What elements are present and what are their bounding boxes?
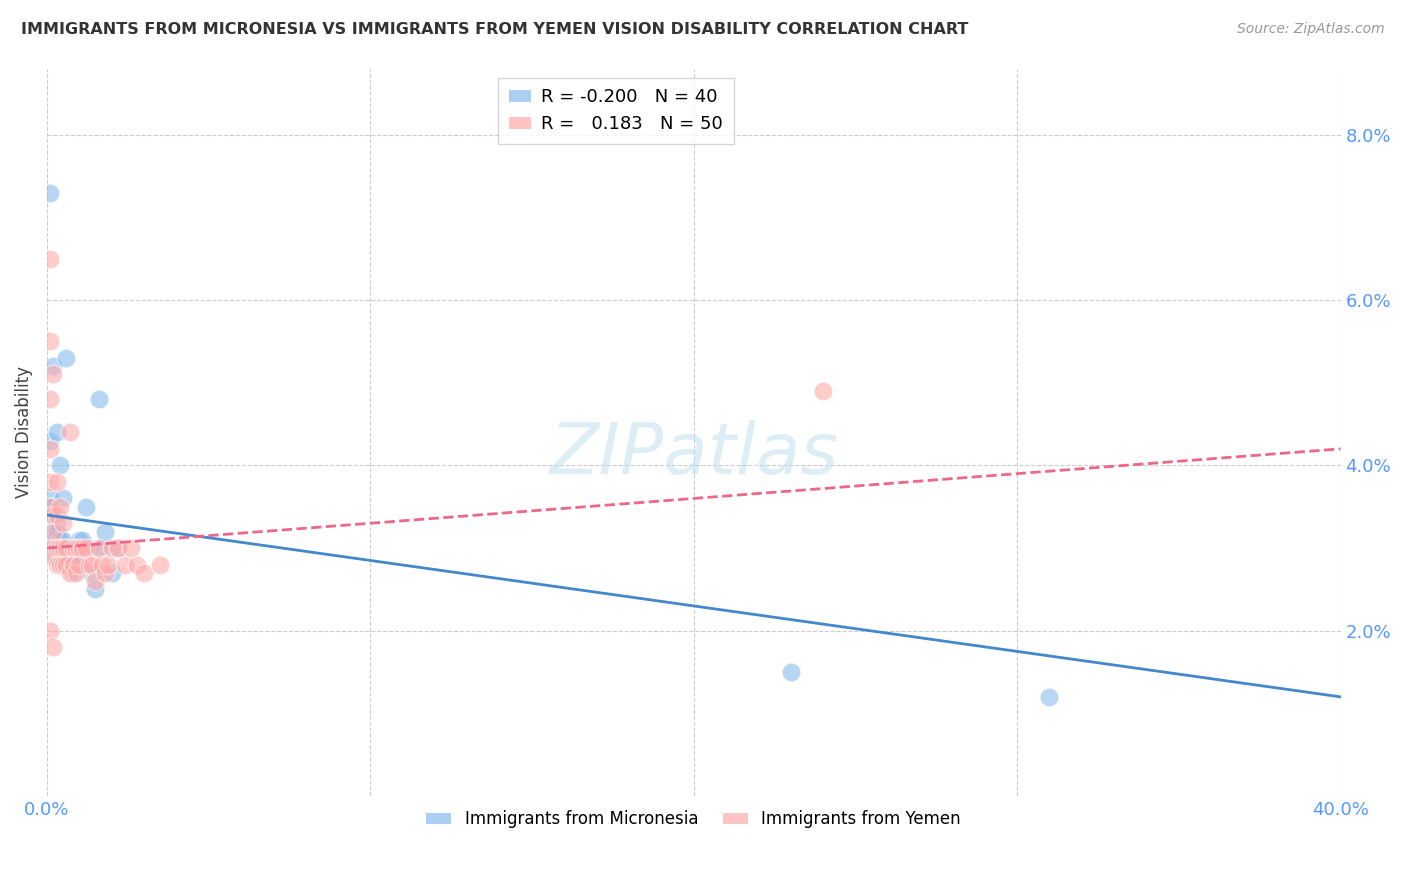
- Point: [45, 541, 67, 555]
- Legend: Immigrants from Micronesia, Immigrants from Yemen: Immigrants from Micronesia, Immigrants f…: [419, 804, 967, 835]
- Text: Source: ZipAtlas.com: Source: ZipAtlas.com: [1237, 22, 1385, 37]
- Point: [49, 541, 72, 555]
- Point: [42, 640, 65, 655]
- Point: [114, 558, 136, 572]
- Point: [42, 359, 65, 373]
- Point: [45, 475, 67, 489]
- Y-axis label: Vision Disability: Vision Disability: [15, 367, 32, 499]
- Point: [39, 186, 62, 200]
- Point: [67, 558, 90, 572]
- Point: [39, 334, 62, 349]
- Point: [42, 508, 65, 522]
- Point: [779, 665, 801, 679]
- Point: [94, 566, 117, 580]
- Point: [49, 533, 72, 547]
- Point: [67, 533, 90, 547]
- Point: [62, 558, 84, 572]
- Point: [52, 558, 75, 572]
- Point: [42, 368, 65, 382]
- Point: [84, 574, 107, 588]
- Point: [62, 549, 84, 564]
- Point: [72, 541, 94, 555]
- Point: [72, 533, 94, 547]
- Point: [42, 541, 65, 555]
- Point: [58, 558, 80, 572]
- Point: [90, 558, 112, 572]
- Point: [77, 541, 100, 555]
- Point: [62, 541, 84, 555]
- Point: [87, 392, 110, 407]
- Point: [58, 566, 80, 580]
- Point: [87, 541, 110, 555]
- Point: [55, 351, 77, 365]
- Point: [77, 558, 100, 572]
- Point: [97, 558, 120, 572]
- Point: [52, 491, 75, 506]
- Point: [82, 558, 104, 572]
- Point: [42, 533, 65, 547]
- Point: [67, 541, 90, 555]
- Point: [42, 549, 65, 564]
- Point: [107, 541, 129, 555]
- Point: [1038, 690, 1060, 704]
- Point: [132, 566, 155, 580]
- Point: [52, 533, 75, 547]
- Point: [49, 558, 72, 572]
- Point: [49, 458, 72, 473]
- Point: [127, 558, 149, 572]
- Point: [100, 566, 122, 580]
- Point: [39, 500, 62, 514]
- Point: [94, 524, 117, 539]
- Point: [49, 500, 72, 514]
- Point: [82, 566, 104, 580]
- Text: ZIPatlas: ZIPatlas: [550, 419, 838, 489]
- Point: [45, 541, 67, 555]
- Point: [39, 434, 62, 448]
- Point: [42, 524, 65, 539]
- Point: [65, 541, 87, 555]
- Point: [55, 558, 77, 572]
- Point: [65, 549, 87, 564]
- Point: [39, 624, 62, 638]
- Point: [49, 541, 72, 555]
- Point: [55, 541, 77, 555]
- Point: [45, 508, 67, 522]
- Point: [39, 475, 62, 489]
- Point: [58, 541, 80, 555]
- Point: [100, 541, 122, 555]
- Point: [149, 558, 172, 572]
- Point: [811, 384, 834, 398]
- Point: [45, 524, 67, 539]
- Point: [75, 541, 97, 555]
- Point: [45, 516, 67, 531]
- Point: [52, 541, 75, 555]
- Point: [55, 558, 77, 572]
- Point: [62, 566, 84, 580]
- Point: [42, 508, 65, 522]
- Point: [45, 425, 67, 440]
- Point: [39, 252, 62, 266]
- Point: [58, 425, 80, 440]
- Point: [84, 582, 107, 597]
- Point: [75, 500, 97, 514]
- Point: [42, 541, 65, 555]
- Point: [39, 500, 62, 514]
- Point: [90, 541, 112, 555]
- Point: [39, 392, 62, 407]
- Point: [42, 549, 65, 564]
- Point: [107, 541, 129, 555]
- Text: IMMIGRANTS FROM MICRONESIA VS IMMIGRANTS FROM YEMEN VISION DISABILITY CORRELATIO: IMMIGRANTS FROM MICRONESIA VS IMMIGRANTS…: [21, 22, 969, 37]
- Point: [120, 541, 142, 555]
- Point: [39, 524, 62, 539]
- Point: [39, 442, 62, 456]
- Point: [39, 491, 62, 506]
- Point: [52, 516, 75, 531]
- Point: [45, 558, 67, 572]
- Point: [65, 566, 87, 580]
- Point: [55, 541, 77, 555]
